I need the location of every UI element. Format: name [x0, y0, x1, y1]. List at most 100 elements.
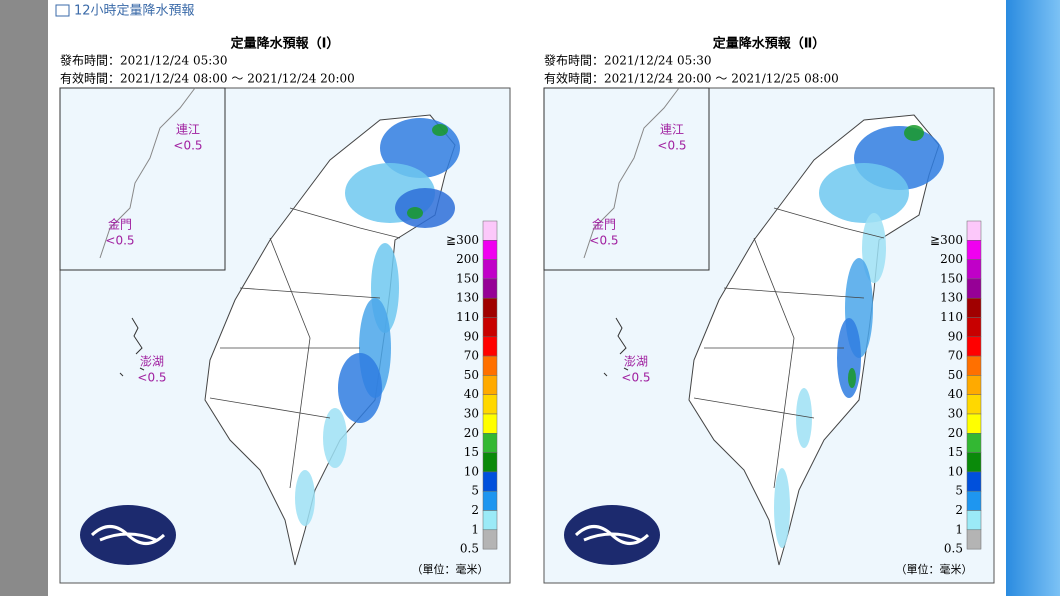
right-bar: [1006, 0, 1060, 596]
legend-label: 130: [940, 291, 963, 305]
issued-time: 發布時間：2021/12/24 05:30: [544, 53, 712, 68]
legend-swatch: [966, 413, 982, 434]
inset-frame: [543, 87, 710, 271]
county-lines: [693, 207, 885, 489]
logo-mark: [574, 525, 650, 545]
legend-label: 40: [464, 387, 479, 401]
map-panel: 定量降水預報（Ⅱ）發布時間：2021/12/24 05:30 有效時間：2021/…: [543, 36, 995, 584]
legend-swatch: [966, 355, 982, 376]
legend-label: 90: [948, 329, 963, 343]
legend-label: 200: [940, 252, 963, 266]
rain-area: [837, 318, 861, 398]
legend-swatch: [966, 452, 982, 473]
rain-area: [904, 125, 924, 141]
legend-swatch: [966, 471, 982, 492]
legend-swatch: [966, 259, 982, 280]
legend-swatch: [482, 220, 498, 241]
island-name: 金門: [592, 217, 616, 232]
legend-label: 70: [464, 349, 479, 363]
legend-label: 20: [948, 426, 963, 440]
island-value: <0.5: [173, 139, 202, 153]
island-name: 澎湖: [624, 354, 648, 369]
legend-label: 10: [948, 464, 963, 478]
legend-swatch: [966, 394, 982, 415]
taiwan: [204, 114, 456, 566]
legend-swatch: [482, 529, 498, 550]
unit: （單位：毫米）: [896, 562, 973, 576]
valid-time: 有效時間：2021/12/24 20:00 ～ 2021/12/25 08:00: [544, 71, 839, 86]
coastline: [99, 87, 196, 259]
legend-label: 20: [464, 426, 479, 440]
legend-label: 200: [456, 252, 479, 266]
penghu: [603, 317, 629, 377]
legend-label: 15: [464, 445, 479, 459]
island-value: <0.5: [589, 234, 618, 248]
legend-swatch: [482, 355, 498, 376]
header-title: 12小時定量降水預報: [74, 4, 195, 19]
coastline: [583, 87, 680, 259]
legend-swatch: [966, 375, 982, 395]
island-name: 連江: [176, 123, 200, 137]
legend-label: 2: [471, 503, 479, 517]
legend-swatch: [966, 529, 982, 550]
legend-swatch: [482, 317, 498, 338]
legend-label: 70: [948, 349, 963, 363]
legend-swatch: [482, 471, 498, 492]
legend-label: 2: [955, 503, 963, 517]
legend-label: 1: [471, 522, 479, 536]
rain-area: [862, 213, 886, 283]
legend-label: ≧300: [930, 233, 963, 247]
rain-area: [432, 124, 448, 136]
legend-label: 110: [940, 310, 963, 324]
island-value: <0.5: [621, 371, 650, 385]
valid-time: 有效時間：2021/12/24 08:00 ～ 2021/12/24 20:00: [60, 71, 355, 86]
legend-swatch: [966, 317, 982, 338]
island-value: <0.5: [657, 139, 686, 153]
inset-frame: [59, 87, 226, 271]
legend-swatch: [482, 297, 498, 318]
legend-swatch: [482, 433, 498, 453]
legend-label: ≧300: [446, 233, 479, 247]
rain-area: [323, 408, 347, 468]
legend-label: 0.5: [460, 542, 479, 556]
legend-label: 1: [955, 522, 963, 536]
legend-label: 110: [456, 310, 479, 324]
legend-swatch: [966, 490, 982, 511]
island-value: <0.5: [105, 234, 134, 248]
legend-label: 150: [940, 271, 963, 285]
legend-swatch: [482, 510, 498, 531]
rain-area: [338, 353, 382, 423]
legend-label: 5: [471, 484, 479, 498]
legend-label: 50: [948, 368, 963, 382]
legend-swatch: [482, 375, 498, 395]
island-name: 連江: [660, 123, 684, 137]
island-name: 金門: [108, 217, 132, 232]
legend-swatch: [966, 433, 982, 453]
issued-time: 發布時間：2021/12/24 05:30: [60, 53, 228, 68]
legend-swatch: [482, 278, 498, 299]
legend-label: 130: [456, 291, 479, 305]
legend-label: 30: [948, 407, 963, 421]
legend-label: 40: [948, 387, 963, 401]
legend-swatch: [482, 490, 498, 511]
county-lines: [209, 207, 401, 489]
map-title: 定量降水預報（Ⅰ）: [230, 36, 340, 52]
left-bar: [0, 0, 48, 596]
unit: （單位：毫米）: [412, 562, 489, 576]
island-value: <0.5: [137, 371, 166, 385]
legend-swatch: [482, 240, 498, 260]
rain-area: [395, 188, 455, 228]
rain-area: [796, 388, 812, 448]
rain-area: [848, 368, 856, 388]
rain-area: [295, 470, 315, 526]
legend-swatch: [966, 278, 982, 299]
legend-swatch: [966, 220, 982, 241]
legend-label: 50: [464, 368, 479, 382]
legend-label: 10: [464, 464, 479, 478]
legend-label: 5: [955, 484, 963, 498]
legend-label: 30: [464, 407, 479, 421]
rain-area: [819, 163, 909, 223]
map-title: 定量降水預報（Ⅱ）: [712, 36, 826, 52]
